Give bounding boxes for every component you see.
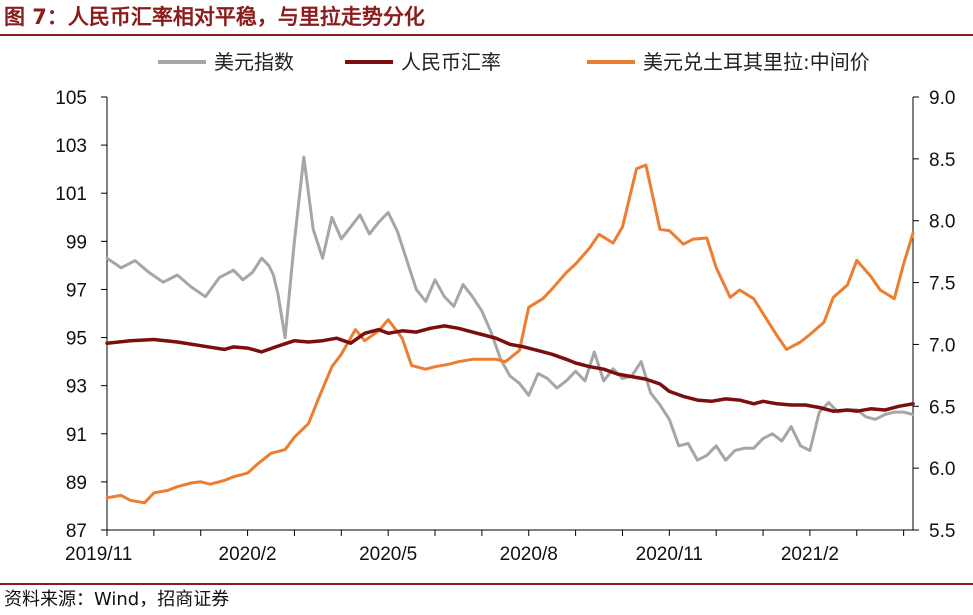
y-left-tick-label: 91 (66, 425, 87, 446)
y-left-tick-label: 103 (55, 136, 87, 157)
chart-title: 图 7：人民币汇率相对平稳，与里拉走势分化 (4, 5, 425, 29)
y-right-tick-label: 7.0 (929, 335, 955, 356)
y-left-tick-label: 101 (55, 184, 87, 205)
y-right-tick-label: 7.5 (929, 274, 955, 295)
x-tick-label: 2021/2 (781, 544, 839, 565)
y-left-tick-label: 95 (66, 329, 87, 350)
series-lines (105, 155, 915, 505)
y-left-tick-label: 89 (66, 473, 87, 494)
y-left-tick-label: 99 (66, 232, 87, 253)
y-left-tick-label: 97 (66, 280, 87, 301)
x-tick-label: 2020/8 (500, 544, 558, 565)
y-right-tick-label: 6.0 (929, 459, 955, 480)
source-note: 资料来源：Wind，招商证券 (4, 589, 230, 610)
y-right-tick-label: 8.5 (929, 150, 955, 171)
y-left-tick-label: 87 (66, 521, 87, 542)
y-right-tick-label: 5.5 (929, 521, 955, 542)
series-line-cny-rate (105, 324, 915, 413)
series-line-usd-try (105, 163, 915, 505)
chart-area: 美元指数 人民币汇率 美元兑土耳其里拉:中间价 87 89 91 93 95 97 99 101 1… (55, 50, 955, 565)
series-line-usd-index (105, 155, 915, 462)
y-left-tick-label: 93 (66, 377, 87, 398)
x-tick-label: 2020/2 (219, 544, 277, 565)
y-right-tick-label: 8.0 (929, 212, 955, 233)
legend: 美元指数 人民币汇率 美元兑土耳其里拉:中间价 (158, 50, 870, 74)
y-right-tick-label: 6.5 (929, 397, 955, 418)
legend-label: 美元兑土耳其里拉:中间价 (643, 50, 870, 74)
y-left-tick-label: 105 (55, 88, 87, 109)
title-rule (0, 34, 973, 36)
legend-label: 人民币汇率 (401, 50, 501, 74)
y-right-tick-label: 9.0 (929, 88, 955, 109)
x-tick-label: 2019/11 (65, 544, 132, 565)
axes: 87 89 91 93 95 97 99 101 103 105 5.5 6.0 6.5 7.0 7.5 8.… (55, 88, 955, 565)
x-tick-label: 2020/11 (636, 544, 703, 565)
source-rule (0, 583, 973, 585)
x-tick-label: 2020/5 (359, 544, 417, 565)
legend-label: 美元指数 (214, 50, 294, 74)
